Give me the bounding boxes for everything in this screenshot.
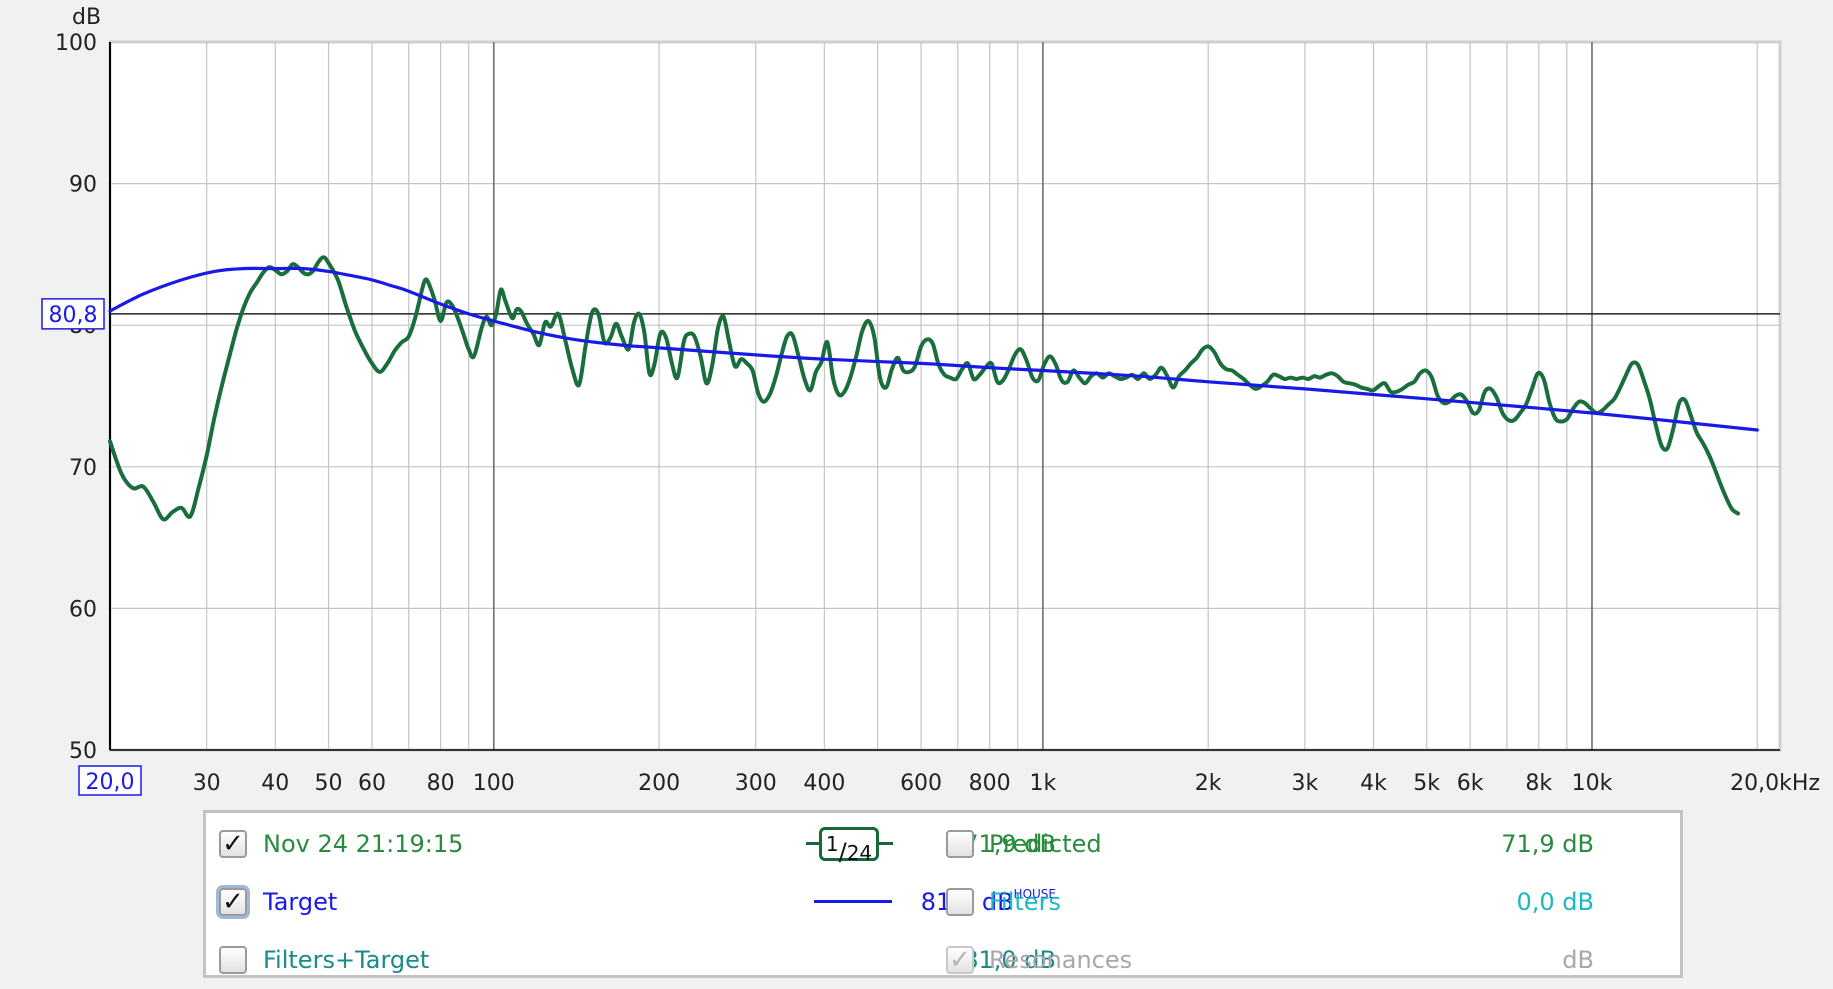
- filters-label[interactable]: Filters: [989, 888, 1061, 916]
- filters-target-checkbox[interactable]: [219, 946, 247, 974]
- measurement-response-line: [108, 255, 1740, 522]
- x-tick-label: 300: [735, 771, 777, 796]
- x-start-label: 20,0: [86, 770, 135, 795]
- frequency-response-chart: 1009080706050304050608010020030040060080…: [41, 5, 1820, 796]
- x-tick-label: 800: [969, 771, 1011, 796]
- smoothing-line-left: [806, 842, 822, 845]
- predicted-checkbox[interactable]: [946, 830, 974, 858]
- predicted-label[interactable]: Predicted: [989, 830, 1102, 858]
- x-tick-label: 6k: [1457, 771, 1484, 796]
- x-tick-label: 1k: [1030, 771, 1057, 796]
- reference-level-box: [41, 298, 105, 330]
- x-tick-label: 40: [261, 771, 289, 796]
- x-tick-label: 60: [358, 771, 386, 796]
- filters-target-level: 81,0 dB: [963, 946, 1056, 974]
- smoothing-line-right: [877, 842, 893, 845]
- x-tick-label: 80: [427, 771, 455, 796]
- resonances-checkbox: ✓: [946, 946, 974, 974]
- resonances-level: dB: [1562, 946, 1594, 974]
- resonances-label: Resonances: [989, 946, 1133, 974]
- x-tick-label: 30: [193, 771, 221, 796]
- smoothing-numerator: 1: [825, 832, 839, 856]
- y-tick-label: 90: [69, 173, 97, 198]
- smoothing-selector[interactable]: 1/24: [819, 827, 879, 866]
- x-tick-label: 600: [900, 771, 942, 796]
- x-tick-label: 4k: [1360, 771, 1387, 796]
- target-checkbox[interactable]: ✓: [219, 888, 247, 916]
- y-axis-label: dB: [72, 5, 101, 30]
- predicted-level: 71,9 dB: [1501, 830, 1594, 858]
- measurement-level: 71,9 dB: [963, 830, 1056, 858]
- y-tick-label: 60: [69, 597, 97, 622]
- x-tick-label: 100: [473, 771, 515, 796]
- x-start-box: [78, 765, 142, 796]
- x-tick-label: 5k: [1413, 771, 1440, 796]
- reference-level-label: 80,8: [49, 303, 98, 328]
- y-tick-label: 70: [69, 456, 97, 481]
- y-tick-label: 100: [55, 31, 97, 56]
- filters-level: 0,0 dB: [1516, 888, 1595, 916]
- legend-panel: ✓ Nov 24 21:19:15 1/24 71,9 dB Predicted…: [203, 810, 1683, 978]
- x-tick-label: 2k: [1195, 771, 1222, 796]
- target-line-swatch: [814, 900, 892, 903]
- x-tick-label: 10k: [1572, 771, 1613, 796]
- x-tick-label: 8k: [1525, 771, 1552, 796]
- legend-row-filters-target: Filters+Target 81,0 dB ✓ Resonances dB: [206, 936, 1680, 984]
- filters-checkbox[interactable]: [946, 888, 974, 916]
- legend-row-measurement: ✓ Nov 24 21:19:15 1/24 71,9 dB Predicted…: [206, 820, 1680, 868]
- smoothing-denominator: 24: [846, 841, 873, 865]
- x-tick-label: 400: [803, 771, 845, 796]
- x-tick-label: 3k: [1291, 771, 1318, 796]
- x-tick-label: 200: [638, 771, 680, 796]
- target-label[interactable]: Target: [263, 888, 338, 916]
- y-tick-label: 50: [69, 739, 97, 764]
- x-end-label: 20,0kHz: [1730, 771, 1820, 796]
- target-curve-line: [108, 266, 1759, 432]
- measurement-label[interactable]: Nov 24 21:19:15: [263, 830, 464, 858]
- legend-row-target: ✓ Target 81,0 dBHOUSE Filters 0,0 dB: [206, 878, 1680, 926]
- x-tick-label: 50: [315, 771, 343, 796]
- measurement-checkbox[interactable]: ✓: [219, 830, 247, 858]
- plot-background: [108, 40, 1782, 752]
- filters-target-label[interactable]: Filters+Target: [263, 946, 430, 974]
- target-level-house-tag: HOUSE: [1013, 887, 1056, 901]
